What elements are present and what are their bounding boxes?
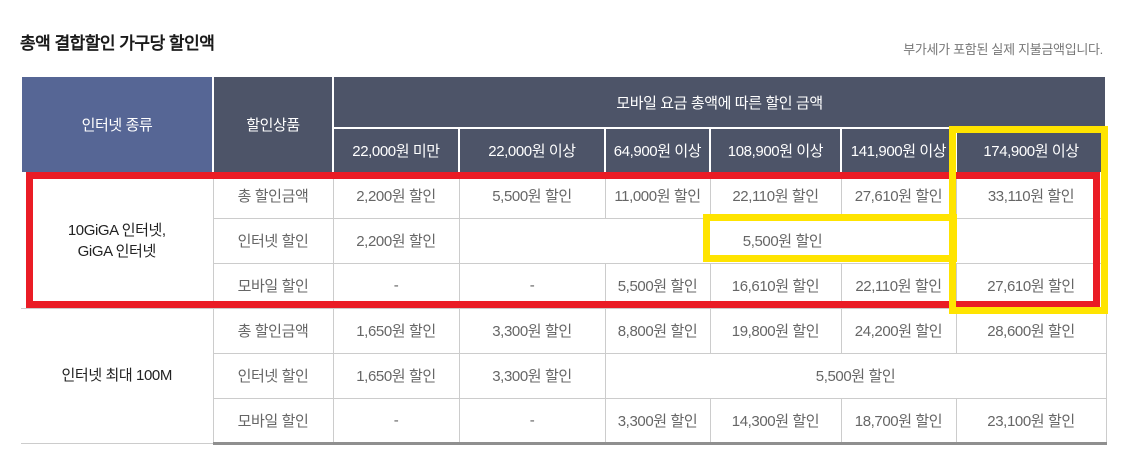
amount-cell: 2,200원 할인 xyxy=(332,217,460,264)
amount-cell: 28,600원 할인 xyxy=(955,307,1107,354)
header-discount-product: 할인상품 xyxy=(212,75,334,174)
row-label: 모바일 할인 xyxy=(212,262,334,309)
amount-cell: 16,610원 할인 xyxy=(709,262,842,309)
amount-cell: 3,300원 할인 xyxy=(458,307,606,354)
row-label: 인터넷 할인 xyxy=(212,217,334,264)
group-label-100m: 인터넷 최대 100M xyxy=(21,307,214,444)
tier-header-3: 64,900원 이상 xyxy=(604,127,711,174)
amount-cell: 24,200원 할인 xyxy=(840,307,957,354)
amount-cell: 33,110원 할인 xyxy=(955,172,1107,219)
dash-cell: - xyxy=(458,397,606,445)
dash-cell: - xyxy=(332,397,460,445)
tier-header-5: 141,900원 이상 xyxy=(840,127,957,174)
tax-note: 부가세가 포함된 실제 지불금액입니다. xyxy=(903,42,1103,57)
dash-cell: - xyxy=(458,262,606,309)
amount-cell: 27,610원 할인 xyxy=(840,172,957,219)
amount-cell: 22,110원 할인 xyxy=(709,172,842,219)
amount-cell: 8,800원 할인 xyxy=(604,307,711,354)
dash-cell: - xyxy=(332,262,460,309)
row-label: 총 할인금액 xyxy=(212,172,334,219)
tier-header-1: 22,000원 미만 xyxy=(332,127,460,174)
tier-header-4: 108,900원 이상 xyxy=(709,127,842,174)
amount-cell: 1,650원 할인 xyxy=(332,307,460,354)
amount-cell: 23,100원 할인 xyxy=(955,397,1107,445)
amount-cell: 1,650원 할인 xyxy=(332,352,460,399)
amount-cell: 3,300원 할인 xyxy=(604,397,711,445)
discount-table: 인터넷 종류 할인상품 모바일 요금 총액에 따른 할인 금액 22,000원 … xyxy=(20,75,1108,445)
row-label: 모바일 할인 xyxy=(212,397,334,445)
row-label: 인터넷 할인 xyxy=(212,352,334,399)
amount-cell: 11,000원 할인 xyxy=(604,172,711,219)
header-mobile-total-band: 모바일 요금 총액에 따른 할인 금액 xyxy=(331,75,1108,129)
page-title: 총액 결합할인 가구당 할인액 xyxy=(20,34,215,53)
amount-cell: 27,610원 할인 xyxy=(955,262,1107,309)
amount-cell: 3,300원 할인 xyxy=(458,352,606,399)
header-internet-type: 인터넷 종류 xyxy=(20,75,214,174)
row-label: 총 할인금액 xyxy=(212,307,334,354)
tier-header-2: 22,000원 이상 xyxy=(458,127,606,174)
amount-cell: 18,700원 할인 xyxy=(840,397,957,445)
amount-cell: 2,200원 할인 xyxy=(332,172,460,219)
amount-cell: 5,500원 할인 xyxy=(604,262,711,309)
amount-cell-merged: 5,500원 할인 xyxy=(458,217,1107,264)
amount-cell: 14,300원 할인 xyxy=(709,397,842,445)
tier-header-6: 174,900원 이상 xyxy=(954,127,1108,174)
amount-cell: 5,500원 할인 xyxy=(458,172,606,219)
amount-cell: 22,110원 할인 xyxy=(840,262,957,309)
amount-cell-merged: 5,500원 할인 xyxy=(604,352,1107,399)
group-label-giga: 10GiGA 인터넷, GiGA 인터넷 xyxy=(21,172,214,309)
amount-cell: 19,800원 할인 xyxy=(709,307,842,354)
